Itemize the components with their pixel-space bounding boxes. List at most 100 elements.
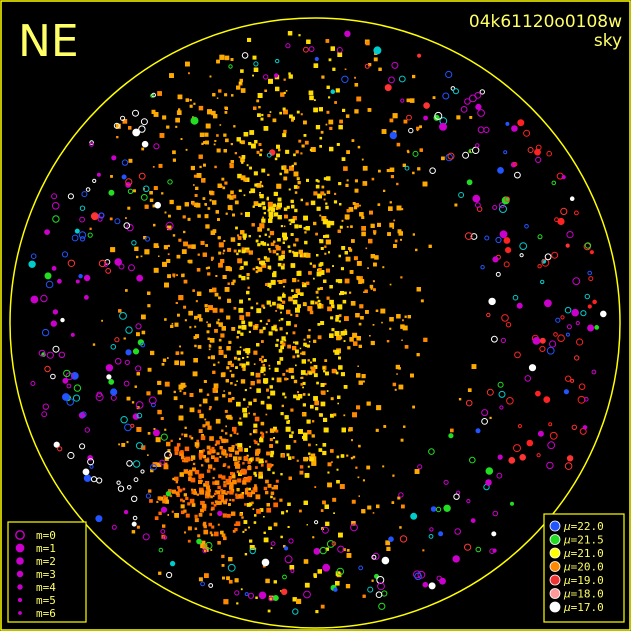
star-marker [388,76,395,84]
image-id: 04k61120o0108w [469,12,622,32]
star-mark [320,321,325,325]
star-mark [273,497,276,500]
star-mark [171,322,174,325]
star-mark [221,564,225,567]
star-mark [209,190,213,195]
star-marker [469,456,476,464]
brightness-legend-label: μ=17.0 [563,601,604,614]
star-mark [199,318,203,322]
star-marker [268,596,274,602]
star-mark [240,157,245,163]
star-mark [337,402,339,405]
star-mark [233,249,237,253]
star-mark [304,140,309,145]
star-marker [510,501,514,506]
star-mark [364,289,368,293]
star-mark [166,259,171,263]
star-mark [356,96,362,102]
star-mark [290,313,293,316]
star-mark [311,456,317,462]
star-mark [128,126,132,130]
star-mark [310,300,315,305]
star-mark [225,432,228,435]
star-mark [319,270,325,275]
star-mark [272,272,277,278]
star-mark [331,304,335,309]
star-mark [174,322,179,327]
star-mark [355,313,360,318]
star-marker [428,582,436,590]
star-mark [284,169,289,174]
brightness-swatch-icon [549,574,561,586]
star-mark [270,242,275,246]
star-mark [237,447,240,450]
star-mark [240,495,244,499]
star-mark [183,493,187,497]
star-marker [470,518,476,523]
star-marker [462,151,470,159]
star-mark [319,239,324,244]
star-mark [273,437,275,439]
star-mark [256,388,261,393]
star-mark [412,233,415,236]
star-mark [308,329,311,332]
star-mark [259,358,263,361]
star-mark [330,397,334,401]
star-marker [313,547,321,555]
star-marker [50,373,56,380]
star-mark [228,398,233,403]
star-mark [302,386,304,389]
star-mark [158,571,162,575]
star-mark [362,380,365,383]
star-mark [266,388,269,392]
star-mark [294,224,299,229]
star-mark [147,367,152,372]
star-marker [540,279,545,285]
star-mark [338,356,341,360]
star-marker [477,109,486,117]
star-mark [193,358,198,363]
star-marker [57,446,63,452]
star-mark [309,262,312,265]
star-marker [483,126,490,133]
star-mark [277,197,282,202]
star-mark [254,484,257,487]
star-mark [371,579,374,582]
star-mark [295,150,299,154]
star-mark [204,132,209,137]
star-mark [398,231,403,236]
star-mark [244,455,248,460]
star-mark [363,183,365,186]
star-mark [147,432,151,435]
star-mark [207,109,212,115]
star-mark [224,93,228,97]
star-mark [267,228,270,231]
star-marker [30,381,36,386]
star-marker [549,431,558,440]
star-marker [319,546,327,555]
star-mark [217,523,220,526]
star-mark [341,219,344,222]
star-mark [261,435,265,439]
star-mark [293,243,297,247]
star-mark [372,324,375,326]
star-mark [306,39,311,44]
star-mark [247,476,252,481]
star-mark [288,249,292,253]
star-mark [204,214,209,219]
star-mark [253,521,257,524]
star-mark [248,321,253,326]
star-mark [252,508,255,510]
star-mark [245,348,251,354]
star-mark [373,57,378,62]
star-mark [174,446,180,452]
star-mark [227,205,233,210]
star-mark [302,412,307,417]
star-mark [396,142,401,147]
star-mark [223,133,227,137]
star-marker [52,345,60,353]
star-mark [178,238,182,242]
star-marker [116,480,121,485]
star-mark [183,391,187,395]
star-mark [301,282,305,285]
